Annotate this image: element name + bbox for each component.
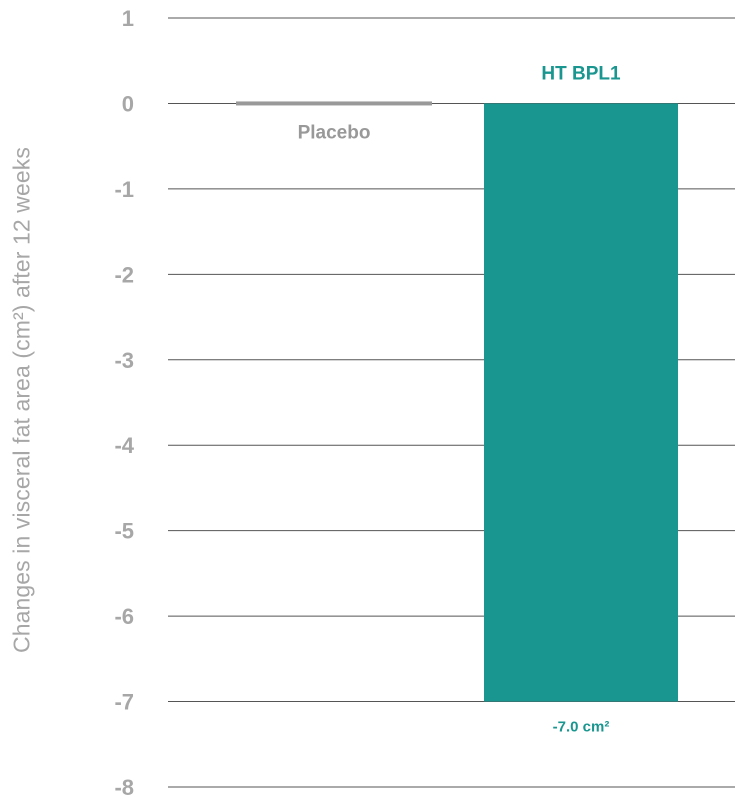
y-tick-label: -8 [114, 775, 134, 800]
bar-placebo [236, 101, 432, 106]
y-tick-label: -3 [114, 348, 134, 373]
y-tick-label: -6 [114, 604, 134, 629]
y-tick-label: -5 [114, 519, 134, 544]
category-label-ht-bpl1: HT BPL1 [541, 63, 621, 84]
y-tick-label: -1 [114, 177, 134, 202]
y-tick-label: 1 [122, 6, 134, 31]
data-label-ht-bpl1: -7.0 cm² [553, 719, 610, 736]
category-label-placebo: Placebo [298, 122, 371, 143]
bar-ht-bpl1 [484, 103, 678, 702]
y-tick-label: -7 [114, 690, 134, 715]
y-tick-label: -2 [114, 262, 134, 287]
y-tick-label: -4 [114, 433, 134, 458]
y-axis-label: Changes in visceral fat area (cm²) after… [8, 147, 35, 653]
y-tick-label: 0 [122, 91, 134, 116]
